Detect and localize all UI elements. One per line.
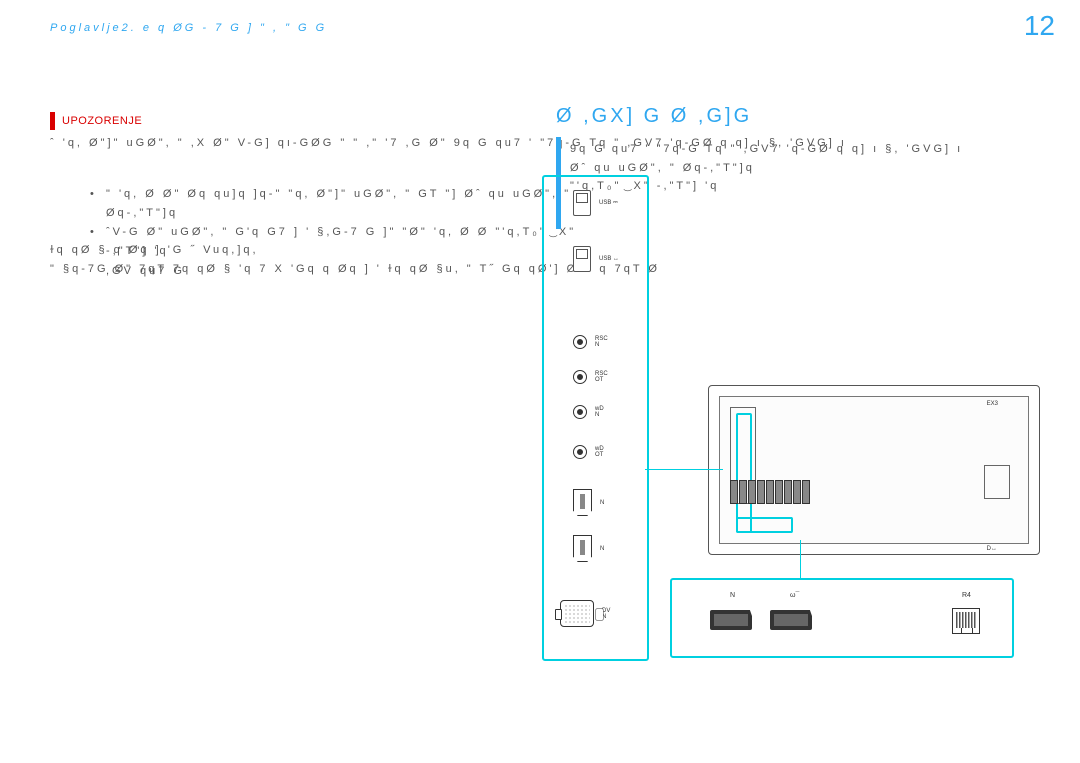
device-port-cluster xyxy=(730,407,825,515)
warning-bar xyxy=(50,112,55,130)
side-line: 9q G qu7 ' "7q-G Tq " ,GV7 'q-GØ q q] ı … xyxy=(570,140,1080,159)
sub-heading: ɫq qØ § q Øq ] 'G ˝ Vuq,]q, xyxy=(50,244,259,256)
port-label: RSC OT xyxy=(595,371,608,383)
port-hdmi: N xyxy=(573,535,604,562)
port-dp xyxy=(770,610,812,635)
jack-icon xyxy=(573,370,587,384)
dvi-icon xyxy=(560,600,594,627)
dc-label: D↔ xyxy=(987,546,997,552)
connector-line xyxy=(645,469,723,470)
port-label: N xyxy=(600,500,604,506)
port-usb: USB ↔ xyxy=(573,246,619,272)
connector-line xyxy=(800,540,801,579)
plate xyxy=(984,465,1010,499)
chapter-title: Poglavlje2. e q ØG - 7 G ] " , " G G xyxy=(50,22,327,34)
port-audio: RSC N xyxy=(573,335,608,349)
port-audio: RSC OT xyxy=(573,370,608,384)
port-dp xyxy=(710,610,752,635)
port-hdmi: N xyxy=(573,489,604,516)
port-label: N xyxy=(730,592,735,599)
port-label: USB ⎓ xyxy=(599,200,618,207)
usb-icon xyxy=(573,246,591,272)
page-number: 12 xyxy=(1024,10,1055,42)
ethernet-icon xyxy=(952,608,980,634)
hdmi-icon xyxy=(573,535,592,562)
port-usb: USB ⎓ xyxy=(573,190,618,216)
port-label: ω¯ xyxy=(790,592,799,599)
section-heading: Ø ,GX] G Ø ,G]G xyxy=(556,105,752,128)
page: 12 Poglavlje2. e q ØG - 7 G ] " , " G G … xyxy=(0,0,1080,763)
port-label: wD OT xyxy=(595,446,604,458)
hdmi-icon xyxy=(573,489,592,516)
port-audio: wD OT xyxy=(573,445,604,459)
displayport-icon xyxy=(710,610,752,630)
mini-label: EX3 xyxy=(987,401,998,407)
cyan-highlight xyxy=(736,413,752,533)
jack-icon xyxy=(573,335,587,349)
port-label: N xyxy=(600,546,604,552)
port-label: wD N xyxy=(595,406,604,418)
port-dvi: DV N xyxy=(560,600,610,627)
port-label: USB ↔ xyxy=(599,256,619,262)
jack-icon xyxy=(573,405,587,419)
displayport-icon xyxy=(770,610,812,630)
jack-icon xyxy=(573,445,587,459)
bullet-item: " 'q, Ø Ø" Øq qu]q ]q-" "q, Ø"]" uGØ", "… xyxy=(90,185,610,222)
device-inner: EX3 xyxy=(719,396,1029,544)
cyan-highlight xyxy=(736,517,793,533)
usb-icon xyxy=(573,190,591,216)
port-label: RSC N xyxy=(595,336,608,348)
port-label: R4 xyxy=(962,592,971,599)
bottom-ports-frame: N ω¯ R4 xyxy=(670,578,1014,658)
device-rear-diagram: EX3 D↔ xyxy=(708,385,1040,555)
port-label: DV N xyxy=(602,608,610,620)
sub-line: " §q-7G Ø" 7qT 7q qØ § 'q 7 X 'Gq q Øq ]… xyxy=(50,263,920,275)
port-rj45 xyxy=(952,608,980,639)
warning-title: UPOZORENJE xyxy=(62,115,142,127)
port-audio: wD N xyxy=(573,405,604,419)
micro-ports xyxy=(730,480,825,515)
